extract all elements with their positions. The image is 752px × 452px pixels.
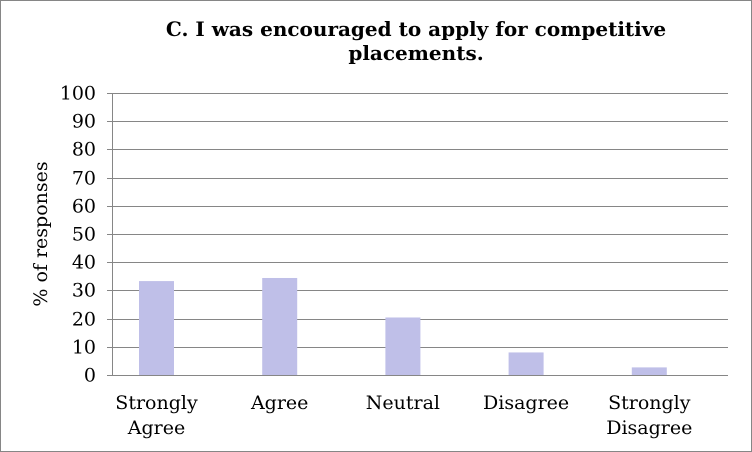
y-axis-ticks: 0 10 20 30 40 50 60 70 80 90 100 xyxy=(60,83,96,387)
bars xyxy=(139,277,667,375)
x-tick-label: Neutral xyxy=(366,392,440,414)
y-tick-label: 10 xyxy=(72,337,96,359)
bar xyxy=(508,352,544,375)
y-tick-label: 30 xyxy=(72,280,96,302)
chart-title: C. I was encouraged to apply for competi… xyxy=(141,17,691,65)
chart-title-line-2: placements. xyxy=(348,41,484,65)
x-tick-label: Disagree xyxy=(483,392,569,414)
x-tick-label: Strongly Agree xyxy=(115,392,198,439)
x-tick-label: Agree xyxy=(250,392,308,414)
y-tick-label: 0 xyxy=(84,365,96,387)
y-tick-label: 80 xyxy=(72,139,96,161)
x-tick-label: Strongly Disagree xyxy=(606,392,692,439)
y-tick-label: 40 xyxy=(72,252,96,274)
y-tick-label: 20 xyxy=(72,309,96,331)
bar xyxy=(262,277,298,375)
gridlines xyxy=(107,93,728,376)
chart-title-line-1: C. I was encouraged to apply for competi… xyxy=(165,17,667,41)
y-tick-label: 50 xyxy=(72,224,96,246)
x-axis-labels: Strongly Agree Agree Neutral Disagree Strongl… xyxy=(115,392,692,439)
y-tick-label: 100 xyxy=(60,83,96,105)
bar xyxy=(385,317,421,375)
y-tick-label: 90 xyxy=(72,111,96,133)
y-tick-label: 60 xyxy=(72,196,96,218)
bar xyxy=(139,281,174,375)
bar xyxy=(631,367,667,375)
y-axis-label: % of responses xyxy=(30,161,52,306)
y-tick-label: 70 xyxy=(72,168,96,190)
